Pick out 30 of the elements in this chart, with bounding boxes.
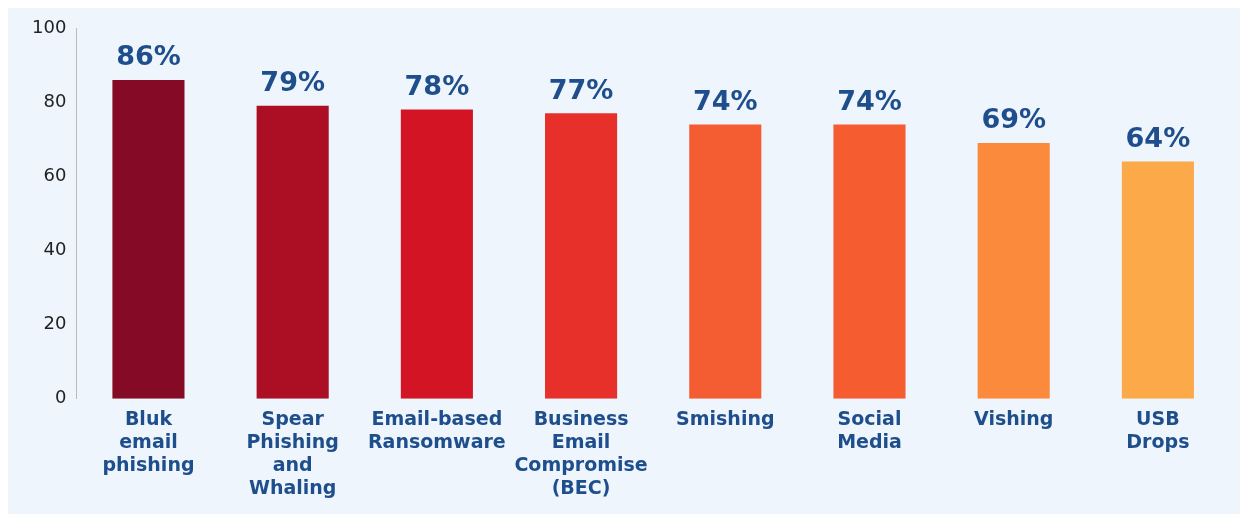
data-label: 77% bbox=[548, 73, 614, 105]
data-label: 64% bbox=[1125, 122, 1191, 153]
bar bbox=[545, 113, 618, 399]
bar bbox=[689, 124, 762, 399]
x-tick-label: Spear Phishing and Whaling bbox=[246, 407, 339, 498]
data-label: 74% bbox=[692, 84, 758, 116]
bar bbox=[1121, 161, 1194, 399]
bar bbox=[833, 124, 906, 399]
y-tick-label: 60 bbox=[43, 163, 67, 185]
x-tick-label: Business Email Compromise (BEC) bbox=[514, 407, 648, 498]
y-tick-label: 40 bbox=[43, 238, 67, 260]
data-label: 69% bbox=[981, 103, 1047, 135]
x-tick-label: USB Drops bbox=[1126, 407, 1190, 452]
bar bbox=[977, 142, 1050, 399]
data-label: 74% bbox=[837, 84, 902, 116]
y-tick-label: 100 bbox=[32, 15, 67, 37]
x-tick-label: Social Media bbox=[837, 407, 902, 452]
data-label: 79% bbox=[260, 66, 325, 98]
x-tick-label: Email-based Ransomware bbox=[367, 407, 506, 452]
data-label: 78% bbox=[404, 70, 470, 102]
x-tick-label: Vishing bbox=[974, 407, 1054, 430]
y-tick-label: 0 bbox=[54, 386, 67, 408]
y-tick-label: 20 bbox=[43, 312, 67, 334]
x-tick-label: Bluk email phishing bbox=[102, 407, 195, 475]
bar bbox=[112, 79, 185, 399]
bar bbox=[256, 105, 329, 399]
y-tick-label: 80 bbox=[43, 89, 67, 111]
x-tick-label: Smishing bbox=[676, 407, 775, 430]
data-label: 86% bbox=[116, 40, 181, 72]
bar bbox=[400, 109, 473, 399]
